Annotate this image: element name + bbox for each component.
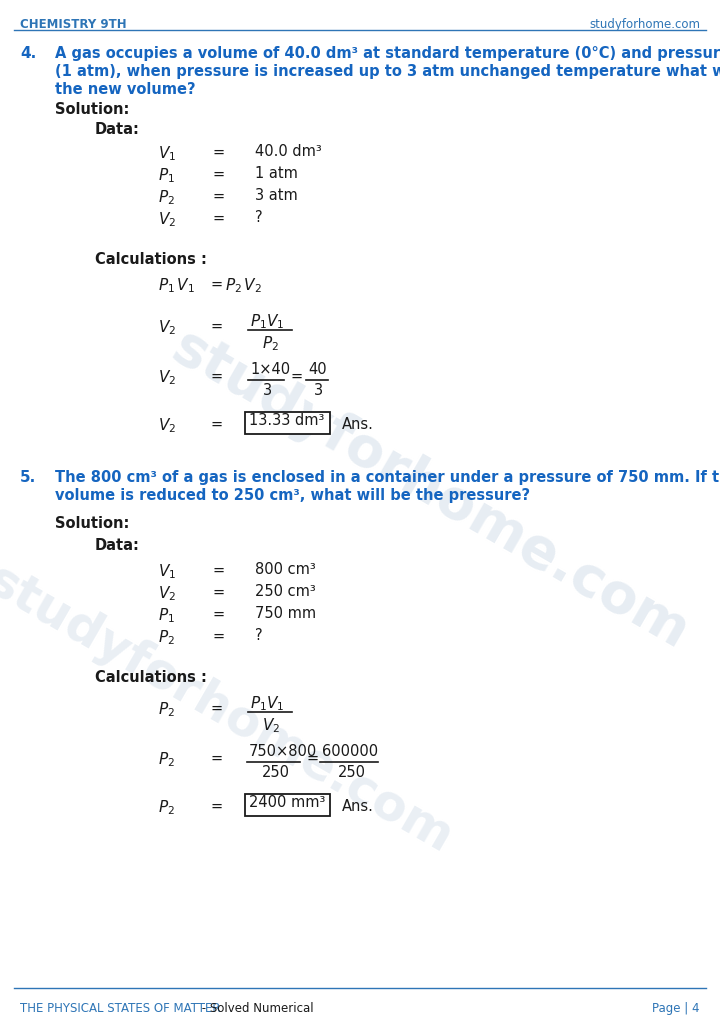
Text: (1 atm), when pressure is increased up to 3 atm unchanged temperature what would: (1 atm), when pressure is increased up t… — [55, 64, 720, 79]
Text: ?: ? — [255, 628, 263, 643]
Text: =: = — [210, 701, 222, 716]
Text: - Solved Numerical: - Solved Numerical — [198, 1002, 314, 1015]
Text: $P_1$: $P_1$ — [158, 606, 175, 625]
Text: volume is reduced to 250 cm³, what will be the pressure?: volume is reduced to 250 cm³, what will … — [55, 488, 530, 503]
Text: =: = — [290, 369, 302, 384]
Text: $V_2$: $V_2$ — [158, 210, 176, 229]
Bar — [245, 412, 330, 434]
Text: =: = — [306, 751, 318, 766]
Text: The 800 cm³ of a gas is enclosed in a container under a pressure of 750 mm. If t: The 800 cm³ of a gas is enclosed in a co… — [55, 470, 720, 485]
Text: $V_2$: $V_2$ — [158, 416, 176, 435]
Text: =: = — [210, 799, 222, 814]
Text: =: = — [210, 417, 222, 432]
Text: =: = — [213, 585, 225, 600]
Text: $P_2$: $P_2$ — [158, 798, 175, 816]
Text: $V_2$: $V_2$ — [158, 584, 176, 603]
Text: =: = — [210, 369, 222, 384]
Text: =: = — [210, 319, 222, 334]
Text: =: = — [213, 629, 225, 644]
Text: $V_1$: $V_1$ — [158, 562, 176, 580]
Text: 3: 3 — [314, 383, 323, 398]
Text: $V_1$: $V_1$ — [158, 144, 176, 163]
Text: $P_1 V_1$: $P_1 V_1$ — [250, 694, 284, 713]
Text: A gas occupies a volume of 40.0 dm³ at standard temperature (0°C) and pressure: A gas occupies a volume of 40.0 dm³ at s… — [55, 46, 720, 61]
Text: CHEMISTRY 9TH: CHEMISTRY 9TH — [20, 18, 127, 31]
Text: =: = — [213, 145, 225, 160]
Text: $V_2$: $V_2$ — [262, 716, 280, 735]
Text: studyforhome.com: studyforhome.com — [162, 320, 698, 661]
Text: =: = — [213, 607, 225, 622]
Text: $P_2\,V_2$: $P_2\,V_2$ — [225, 276, 262, 294]
Text: Page | 4: Page | 4 — [652, 1002, 700, 1015]
Text: 750 mm: 750 mm — [255, 606, 316, 621]
Text: =: = — [210, 277, 222, 292]
Text: =: = — [213, 563, 225, 578]
Text: Solution:: Solution: — [55, 516, 130, 531]
Text: $P_1\,V_1$: $P_1\,V_1$ — [158, 276, 195, 294]
Text: $P_2$: $P_2$ — [158, 628, 175, 646]
Text: 800 cm³: 800 cm³ — [255, 562, 316, 577]
Text: $P_2$: $P_2$ — [158, 188, 175, 207]
Text: 250: 250 — [262, 765, 290, 780]
Text: Calculations :: Calculations : — [95, 670, 207, 685]
Text: 3 atm: 3 atm — [255, 188, 298, 203]
Text: the new volume?: the new volume? — [55, 82, 196, 97]
Text: Data:: Data: — [95, 538, 140, 553]
Text: Data:: Data: — [95, 122, 140, 137]
Text: 40.0 dm³: 40.0 dm³ — [255, 144, 322, 159]
Text: =: = — [213, 167, 225, 182]
Text: THE PHYSICAL STATES OF MATTER: THE PHYSICAL STATES OF MATTER — [20, 1002, 220, 1015]
Text: 250: 250 — [338, 765, 366, 780]
Text: 4.: 4. — [20, 46, 36, 61]
Text: Solution:: Solution: — [55, 102, 130, 117]
Text: $P_2$: $P_2$ — [158, 750, 175, 769]
Text: Calculations :: Calculations : — [95, 252, 207, 267]
Text: =: = — [213, 211, 225, 226]
Text: Ans.: Ans. — [342, 417, 374, 432]
Text: $V_2$: $V_2$ — [158, 367, 176, 387]
Text: 600000: 600000 — [322, 744, 378, 759]
Text: 2400 mm³: 2400 mm³ — [249, 795, 325, 810]
Text: 40: 40 — [308, 362, 327, 377]
Text: studyforhome.com: studyforhome.com — [0, 557, 462, 863]
Text: $P_1$: $P_1$ — [158, 166, 175, 184]
Bar — [245, 794, 330, 816]
Text: 250 cm³: 250 cm³ — [255, 584, 316, 599]
Text: 1×40: 1×40 — [250, 362, 290, 377]
Text: 1 atm: 1 atm — [255, 166, 298, 181]
Text: studyforhome.com: studyforhome.com — [589, 18, 700, 31]
Text: $V_2$: $V_2$ — [158, 318, 176, 337]
Text: =: = — [213, 189, 225, 204]
Text: 13.33 dm³: 13.33 dm³ — [249, 413, 325, 428]
Text: 750×800: 750×800 — [249, 744, 318, 759]
Text: 5.: 5. — [20, 470, 36, 485]
Text: $P_1 V_1$: $P_1 V_1$ — [250, 312, 284, 331]
Text: $P_2$: $P_2$ — [158, 700, 175, 719]
Text: =: = — [210, 751, 222, 766]
Text: ?: ? — [255, 210, 263, 225]
Text: $P_2$: $P_2$ — [262, 334, 279, 352]
Text: 3: 3 — [263, 383, 272, 398]
Text: Ans.: Ans. — [342, 799, 374, 814]
